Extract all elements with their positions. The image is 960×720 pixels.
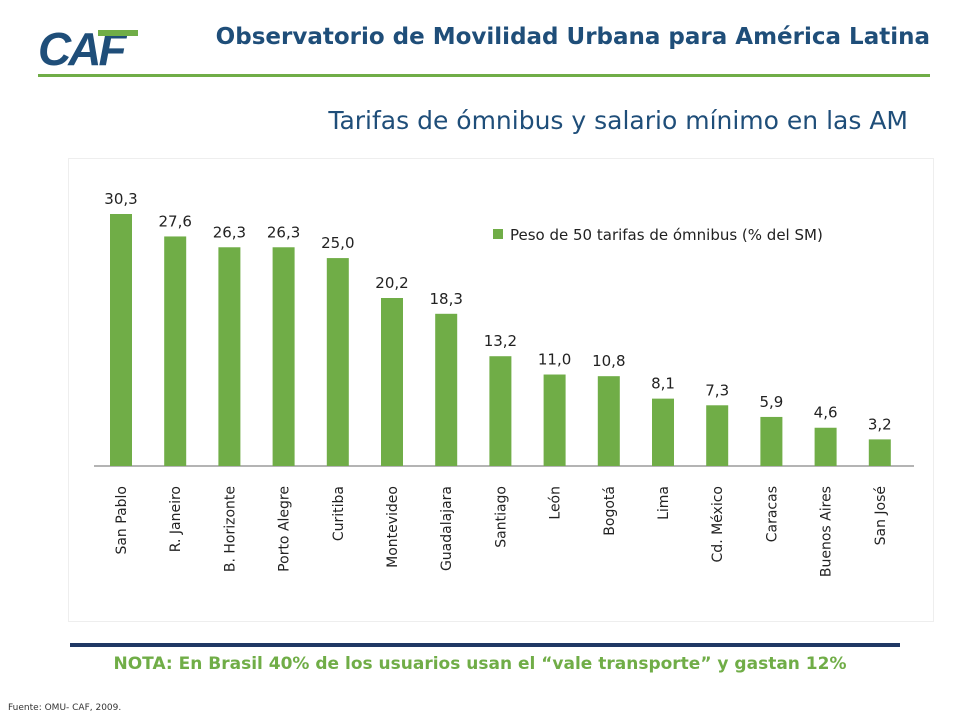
category-label: Curitiba: [331, 486, 347, 541]
bar: [706, 405, 729, 466]
data-label: 3,2: [868, 415, 892, 433]
bar: [814, 427, 837, 466]
category-label: San Pablo: [114, 486, 130, 555]
note-text: NOTA: En Brasil 40% de los usuarios usan…: [113, 654, 847, 674]
bar: [381, 298, 403, 466]
category-label: Cd. México: [710, 486, 726, 562]
data-label: 26,3: [213, 223, 246, 241]
category-label: B. Horizonte: [222, 486, 238, 572]
bar: [543, 374, 566, 466]
bar: [218, 247, 241, 466]
bar: [110, 214, 132, 466]
data-label: 25,0: [321, 234, 354, 252]
data-label: 18,3: [429, 290, 462, 308]
data-label: 30,3: [104, 190, 137, 208]
category-label: Caracas: [764, 486, 780, 542]
bar: [868, 439, 891, 466]
legend-swatch: [493, 229, 503, 239]
header-divider: [38, 74, 930, 77]
note-divider: [70, 643, 900, 647]
bar: [435, 313, 458, 466]
category-label: Guadalajara: [439, 486, 455, 571]
data-label: 4,6: [814, 404, 838, 422]
category-label: Montevideo: [385, 486, 401, 568]
legend-label: Peso de 50 tarifas de ómnibus (% del SM): [510, 226, 823, 244]
bar: [760, 416, 783, 466]
category-label: Lima: [656, 486, 672, 520]
data-label: 27,6: [158, 212, 191, 230]
data-label: 26,3: [267, 223, 300, 241]
data-label: 11,0: [538, 351, 571, 369]
header-title: Observatorio de Movilidad Urbana para Am…: [215, 24, 930, 50]
bar: [326, 258, 349, 466]
bar: [597, 376, 620, 466]
category-label: León: [548, 486, 564, 520]
bar-chart: 30,3 San Pablo 27,6 R. Janeiro 26,3 B. Horizo…: [94, 190, 914, 577]
category-label: Porto Alegre: [277, 486, 293, 572]
category-label: R. Janeiro: [168, 486, 184, 552]
data-label: 5,9: [759, 393, 783, 411]
data-label: 20,2: [375, 274, 408, 292]
data-label: 7,3: [705, 381, 729, 399]
caf-logo: CAF: [38, 24, 138, 70]
category-label: Santiago: [493, 486, 509, 548]
category-label: Buenos Aires: [819, 486, 835, 577]
bar: [489, 356, 512, 466]
data-label: 10,8: [592, 352, 625, 370]
data-label: 13,2: [484, 332, 517, 350]
category-label: San José: [873, 486, 889, 545]
category-label: Bogotá: [602, 486, 618, 536]
bar: [164, 236, 187, 466]
slide-title: Tarifas de ómnibus y salario mínimo en l…: [328, 106, 908, 135]
source-text: Fuente: OMU- CAF, 2009.: [8, 703, 122, 713]
data-label: 8,1: [651, 375, 675, 393]
bar: [272, 247, 295, 466]
chart-container: 30,3 San Pablo 27,6 R. Janeiro 26,3 B. Horizo…: [68, 158, 934, 622]
bar: [652, 398, 674, 466]
